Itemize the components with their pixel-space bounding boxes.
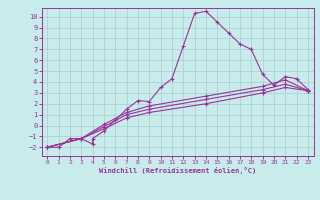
X-axis label: Windchill (Refroidissement éolien,°C): Windchill (Refroidissement éolien,°C) [99, 167, 256, 174]
